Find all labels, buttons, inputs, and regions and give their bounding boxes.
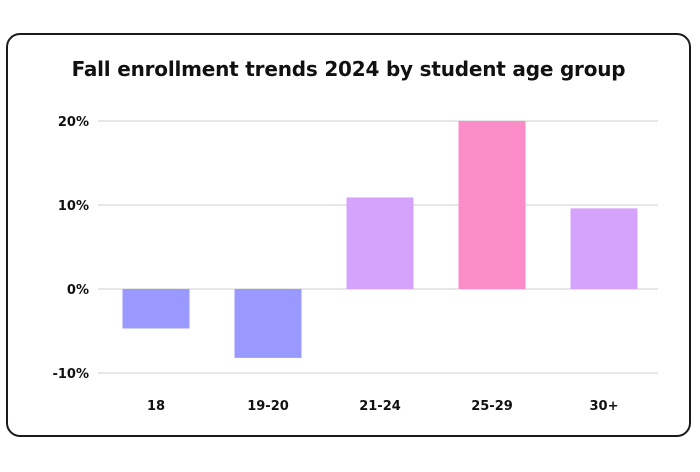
bar (458, 121, 526, 289)
bar (346, 197, 414, 289)
x-tick-label: 18 (147, 399, 165, 414)
y-tick-label: 0% (67, 283, 89, 298)
x-tick-label: 25-29 (471, 399, 513, 414)
x-tick-label: 30+ (590, 399, 619, 414)
chart-title: Fall enrollment trends 2024 by student a… (71, 57, 626, 81)
bar (122, 289, 190, 329)
y-tick-label: 10% (58, 199, 89, 214)
y-tick-label: 20% (58, 115, 89, 130)
x-tick-label: 19-20 (247, 399, 289, 414)
bar (234, 289, 302, 358)
y-tick-label: -10% (52, 367, 89, 382)
x-tick-label: 21-24 (359, 399, 401, 414)
bar (570, 208, 638, 289)
